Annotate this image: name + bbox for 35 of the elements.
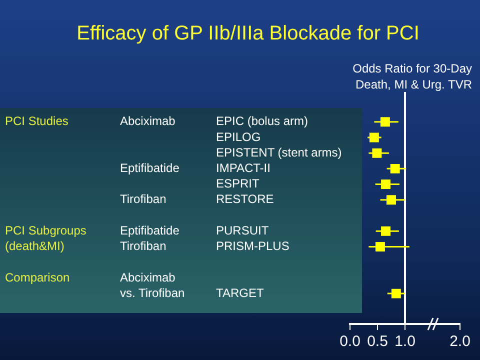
text: PCI Studies xyxy=(5,114,68,128)
chart-title: Efficacy of GP IIb/IIIa Blockade for PCI xyxy=(76,22,420,45)
y-tick-label: ESPRIT xyxy=(216,176,260,191)
x-tick-label: 1.0 xyxy=(394,333,416,350)
text: Eptifibatide xyxy=(120,223,180,238)
text: Comparison xyxy=(5,270,70,284)
x-axis-title: Odds Ratio for 30-Day Death, MI & Urg. TVR xyxy=(352,61,472,92)
point xyxy=(391,288,401,298)
text: PCI Subgroups xyxy=(5,223,86,238)
text: (death&MI) xyxy=(5,239,64,254)
point xyxy=(386,195,396,205)
point xyxy=(369,132,379,142)
point xyxy=(380,117,390,127)
text: Tirofiban xyxy=(120,192,166,206)
text: Abciximab xyxy=(120,114,176,128)
y-tick-label: EPILOG xyxy=(216,130,261,144)
y-tick-label: EPISTENT (stent arms) xyxy=(216,145,342,160)
point xyxy=(372,148,382,158)
point xyxy=(376,242,385,252)
y-tick-label: IMPACT-II xyxy=(216,160,270,175)
x-tick-label: 0.0 xyxy=(340,333,360,350)
point xyxy=(381,226,390,236)
x-tick-label: 0.5 xyxy=(367,333,388,350)
text: vs. Tirofiban xyxy=(120,286,185,300)
y-tick-label: PURSUIT xyxy=(216,223,270,238)
point xyxy=(390,164,400,174)
point xyxy=(381,180,390,190)
y-tick-label: RESTORE xyxy=(216,192,274,206)
text: Tirofiban xyxy=(120,239,166,254)
text: Abciximab xyxy=(120,270,176,284)
y-tick-label: PRISM-PLUS xyxy=(216,239,290,254)
y-tick-label: TARGET xyxy=(216,286,264,300)
y-tick-label: EPIC (bolus arm) xyxy=(216,114,308,128)
text: Eptifibatide xyxy=(120,160,180,175)
x-tick-label: 2.0 xyxy=(450,333,470,350)
